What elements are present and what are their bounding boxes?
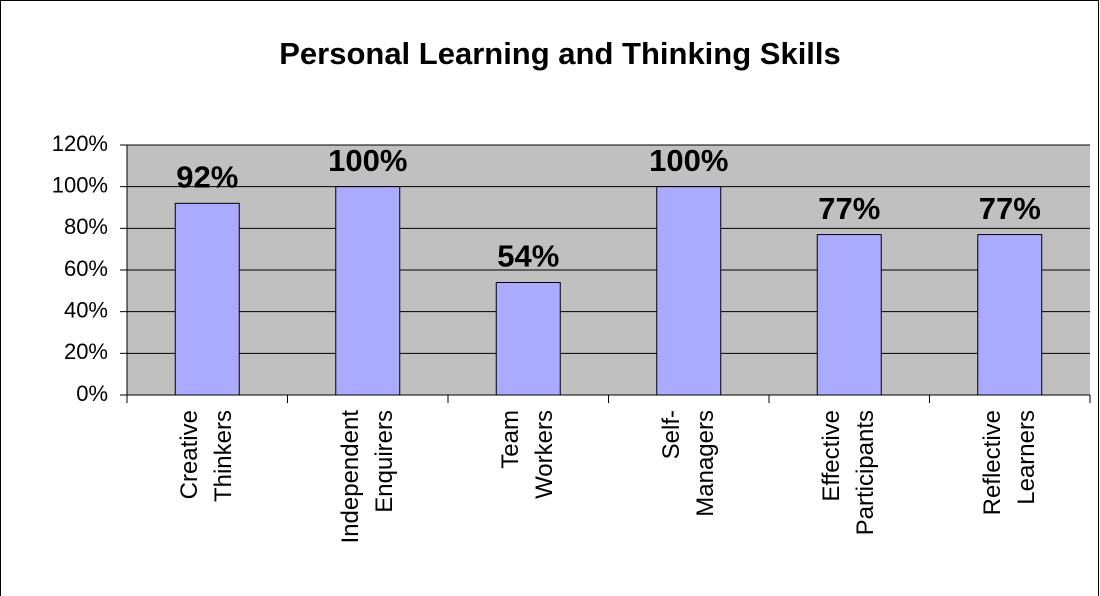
data-label: 77% — [818, 191, 880, 226]
data-label: 100% — [649, 143, 728, 178]
x-tick-text: Team Workers — [497, 410, 559, 499]
bar — [656, 186, 722, 396]
x-tick-text: Reflective Learners — [978, 410, 1040, 516]
bar — [816, 234, 882, 396]
y-tick-label: 20% — [64, 339, 108, 364]
y-tick-label: 120% — [52, 131, 108, 156]
x-tick-label: Independent Enquirers — [333, 410, 403, 560]
bar — [495, 282, 561, 396]
x-tick-text: Effective Participants — [818, 410, 880, 536]
bar — [335, 186, 401, 396]
data-label: 77% — [979, 191, 1041, 226]
x-tick-text: Creative Thinkers — [176, 410, 238, 503]
data-label: 92% — [176, 160, 238, 195]
x-tick-label: Team Workers — [493, 410, 563, 560]
y-tick-label: 100% — [52, 172, 108, 197]
x-tick-label: Self-Managers — [654, 410, 724, 560]
chart-title: Personal Learning and Thinking Skills — [279, 36, 841, 71]
y-tick-label: 60% — [64, 256, 108, 281]
y-tick-label: 80% — [64, 214, 108, 239]
y-tick-label: 40% — [64, 297, 108, 322]
x-tick-text: Independent Enquirers — [336, 410, 398, 544]
x-tick-label: Effective Participants — [814, 410, 884, 560]
data-label: 54% — [497, 239, 559, 274]
x-tick-label: Creative Thinkers — [172, 410, 242, 560]
data-label: 100% — [328, 143, 407, 178]
bar — [977, 234, 1043, 396]
x-tick-label: Reflective Learners — [975, 410, 1045, 560]
x-tick-text: Self-Managers — [657, 410, 719, 517]
bar — [174, 202, 240, 396]
y-tick-label: 0% — [76, 381, 108, 406]
